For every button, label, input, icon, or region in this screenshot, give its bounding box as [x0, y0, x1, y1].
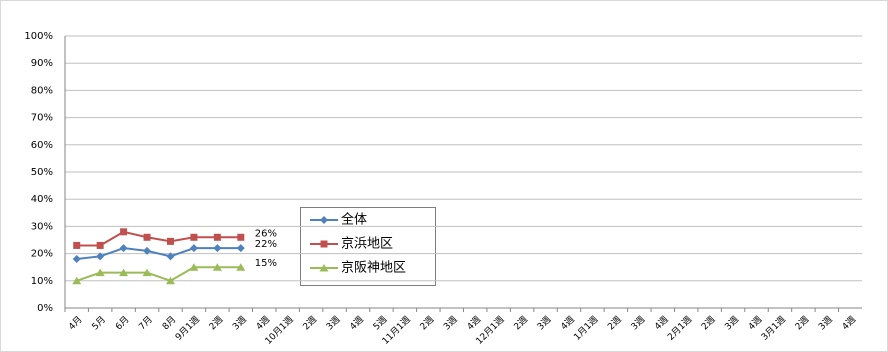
data-point [96, 241, 104, 249]
data-point [213, 244, 222, 253]
data-point [212, 263, 222, 271]
legend-marker [320, 216, 328, 224]
y-tick-label: 30% [31, 221, 53, 232]
legend-marker [320, 240, 328, 248]
data-point [143, 233, 151, 241]
y-tick-label: 20% [31, 249, 53, 260]
data-point [189, 244, 198, 253]
data-point [120, 228, 128, 236]
legend-label: 京浜地区 [341, 237, 393, 252]
data-point [236, 244, 245, 253]
data-point [213, 233, 221, 241]
legend-label: 京阪神地区 [341, 261, 406, 276]
series-line [76, 266, 241, 282]
data-point [96, 252, 105, 261]
data-point [95, 268, 105, 277]
y-tick-label: 60% [31, 140, 53, 151]
data-label: 22% [255, 239, 277, 250]
data-point [166, 252, 175, 261]
y-tick-label: 50% [31, 167, 53, 178]
data-point [237, 233, 245, 241]
data-point [72, 255, 81, 264]
y-tick-label: 100% [24, 31, 53, 42]
data-point [189, 263, 199, 271]
y-tick-label: 80% [31, 85, 53, 96]
data-point [165, 276, 175, 285]
data-point [72, 276, 82, 285]
y-tick-label: 0% [37, 303, 53, 314]
data-label: 26% [255, 228, 277, 239]
data-point [236, 263, 246, 271]
data-point [119, 244, 128, 253]
y-tick-label: 40% [31, 194, 53, 205]
series-line [76, 230, 241, 247]
data-label: 15% [255, 258, 277, 269]
y-tick-label: 10% [31, 276, 53, 287]
data-point [119, 268, 129, 277]
y-tick-label: 90% [31, 58, 53, 69]
data-point [190, 233, 198, 241]
data-point [143, 246, 152, 255]
data-point [166, 237, 174, 245]
data-point [73, 241, 81, 249]
legend-label: 全体 [341, 212, 367, 228]
data-point [142, 268, 152, 277]
y-tick-label: 70% [31, 113, 53, 124]
legend-marker [319, 264, 329, 272]
